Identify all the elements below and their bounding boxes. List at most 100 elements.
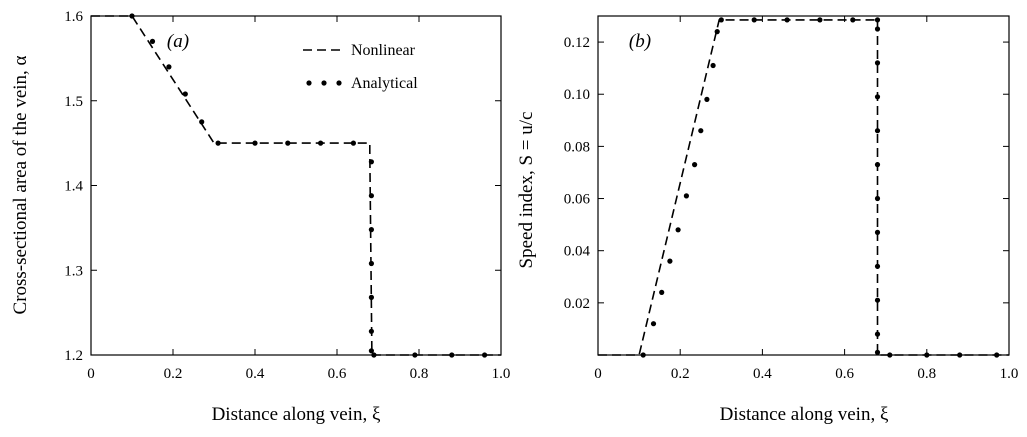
analytical-data-point: [368, 294, 374, 300]
panel-a-series: [91, 13, 501, 358]
legend-analytical-label: Analytical: [351, 75, 418, 92]
analytical-data-point: [874, 94, 881, 100]
analytical-data-point: [957, 352, 963, 358]
y-tick-label: 0.12: [564, 35, 590, 51]
x-tick-label: 0.2: [164, 366, 183, 382]
analytical-data-point: [285, 140, 291, 146]
legend-nonlinear-label: Nonlinear: [351, 42, 416, 59]
y-tick-label: 0.10: [564, 87, 590, 103]
analytical-data-point: [650, 321, 657, 327]
y-tick-label: 0.06: [564, 192, 591, 208]
x-tick-label: 1.0: [492, 366, 511, 382]
panel-a-plot-frame: [90, 15, 502, 356]
x-tick-label: 0.6: [835, 366, 854, 382]
analytical-data-point: [698, 128, 704, 134]
panel-a-chart: 0 0.2 0.4 0.6 0.8 1.0 1.2 1.3 1.4 1.5 1.6 (a) Nonl…: [10, 9, 510, 425]
analytical-data-point: [368, 348, 374, 354]
analytical-data-point: [683, 193, 690, 199]
x-tick-label: 0: [594, 366, 602, 382]
y-tick-label: 0.08: [564, 139, 590, 155]
x-tick-label: 0.8: [410, 366, 429, 382]
x-tick-label: 0.8: [917, 366, 936, 382]
y-tick-label: 0.04: [564, 244, 591, 260]
analytical-data-point: [318, 140, 324, 146]
y-tick-label: 1.6: [64, 9, 83, 25]
analytical-data-point: [924, 352, 930, 358]
panel-a-ticks: [90, 15, 502, 356]
analytical-data-point: [751, 17, 757, 23]
panel-a-tick-labels: 0 0.2 0.4 0.6 0.8 1.0 1.2 1.3 1.4 1.5 1.6: [64, 9, 510, 382]
panel-b-chart: 0 0.2 0.4 0.6 0.8 1.0 0.02 0.04 0.06 0.08 0.10 0.12…: [516, 15, 1019, 425]
y-tick-label: 1.5: [64, 94, 83, 110]
panel-a-x-axis-label: Distance along vein, ξ: [212, 404, 381, 425]
analytical-data-point: [718, 17, 724, 23]
panel-a-legend: Nonlinear Analytical: [303, 42, 418, 92]
legend-analytical-swatch-dot: [306, 80, 312, 86]
analytical-data-point: [874, 195, 881, 202]
analytical-data-point: [874, 60, 881, 66]
analytical-data-point: [368, 328, 374, 334]
analytical-data-point: [692, 162, 698, 168]
x-tick-label: 0.4: [246, 366, 265, 382]
legend-analytical-swatch-dot: [336, 80, 342, 86]
analytical-data-point: [994, 352, 1000, 358]
analytical-data-point: [640, 352, 646, 358]
analytical-data-point: [784, 17, 790, 23]
legend-analytical-swatch-dot: [321, 80, 327, 86]
analytical-data-point: [675, 227, 681, 233]
analytical-data-point: [368, 193, 374, 199]
analytical-data-point: [850, 17, 856, 23]
panel-b-label: (b): [629, 31, 651, 52]
analytical-data-point: [874, 128, 881, 134]
analytical-data-point: [817, 17, 823, 23]
panel-b-ticks: [597, 16, 1010, 355]
analytical-data-point: [350, 140, 356, 146]
analytical-data-point: [887, 352, 893, 358]
nonlinear-series-line: [91, 15, 501, 356]
analytical-data-point: [199, 119, 205, 125]
analytical-data-point: [874, 26, 881, 32]
analytical-data-point: [667, 258, 673, 264]
analytical-data-point: [482, 352, 488, 358]
analytical-data-point: [874, 297, 881, 303]
analytical-data-point: [252, 140, 258, 146]
analytical-data-point: [874, 349, 881, 355]
analytical-data-point: [704, 96, 710, 102]
panel-a-y-axis-label: Cross-sectional area of the vein, α: [10, 55, 31, 314]
analytical-data-point: [714, 29, 720, 35]
analytical-data-point: [449, 352, 455, 358]
panel-b-plot-frame: [597, 15, 1010, 356]
nonlinear-series-line: [598, 19, 1009, 356]
panel-b-y-axis-label: Speed index, S = u/c: [516, 112, 537, 269]
x-tick-label: 0.6: [328, 366, 347, 382]
y-tick-label: 1.3: [64, 263, 83, 279]
x-tick-label: 0.4: [753, 366, 772, 382]
analytical-data-point: [149, 38, 156, 45]
x-tick-label: 0.2: [671, 366, 690, 382]
analytical-data-point: [412, 352, 418, 358]
panel-a-label: (a): [167, 31, 189, 52]
analytical-data-point: [166, 64, 172, 70]
panel-b-x-axis-label: Distance along vein, ξ: [720, 404, 889, 425]
y-tick-label: 0.02: [564, 296, 590, 312]
analytical-data-point: [182, 91, 188, 97]
x-tick-label: 0: [87, 366, 95, 382]
analytical-data-point: [371, 352, 377, 358]
analytical-data-point: [659, 289, 665, 295]
analytical-data-point: [874, 331, 881, 337]
analytical-data-point: [368, 159, 374, 165]
analytical-data-point: [874, 263, 881, 269]
panel-b-series: [598, 17, 1009, 358]
analytical-data-point: [874, 162, 881, 168]
x-tick-label: 1.0: [1000, 366, 1019, 382]
analytical-data-point: [129, 13, 135, 19]
analytical-data-point: [368, 227, 374, 233]
y-tick-label: 1.2: [64, 348, 83, 364]
analytical-data-point: [368, 260, 374, 267]
analytical-data-point: [710, 62, 716, 69]
panel-b-tick-labels: 0 0.2 0.4 0.6 0.8 1.0 0.02 0.04 0.06 0.08 0.10 0.12: [564, 35, 1019, 382]
y-tick-label: 1.4: [64, 179, 83, 195]
analytical-data-point: [215, 140, 221, 146]
analytical-data-point: [874, 229, 881, 235]
